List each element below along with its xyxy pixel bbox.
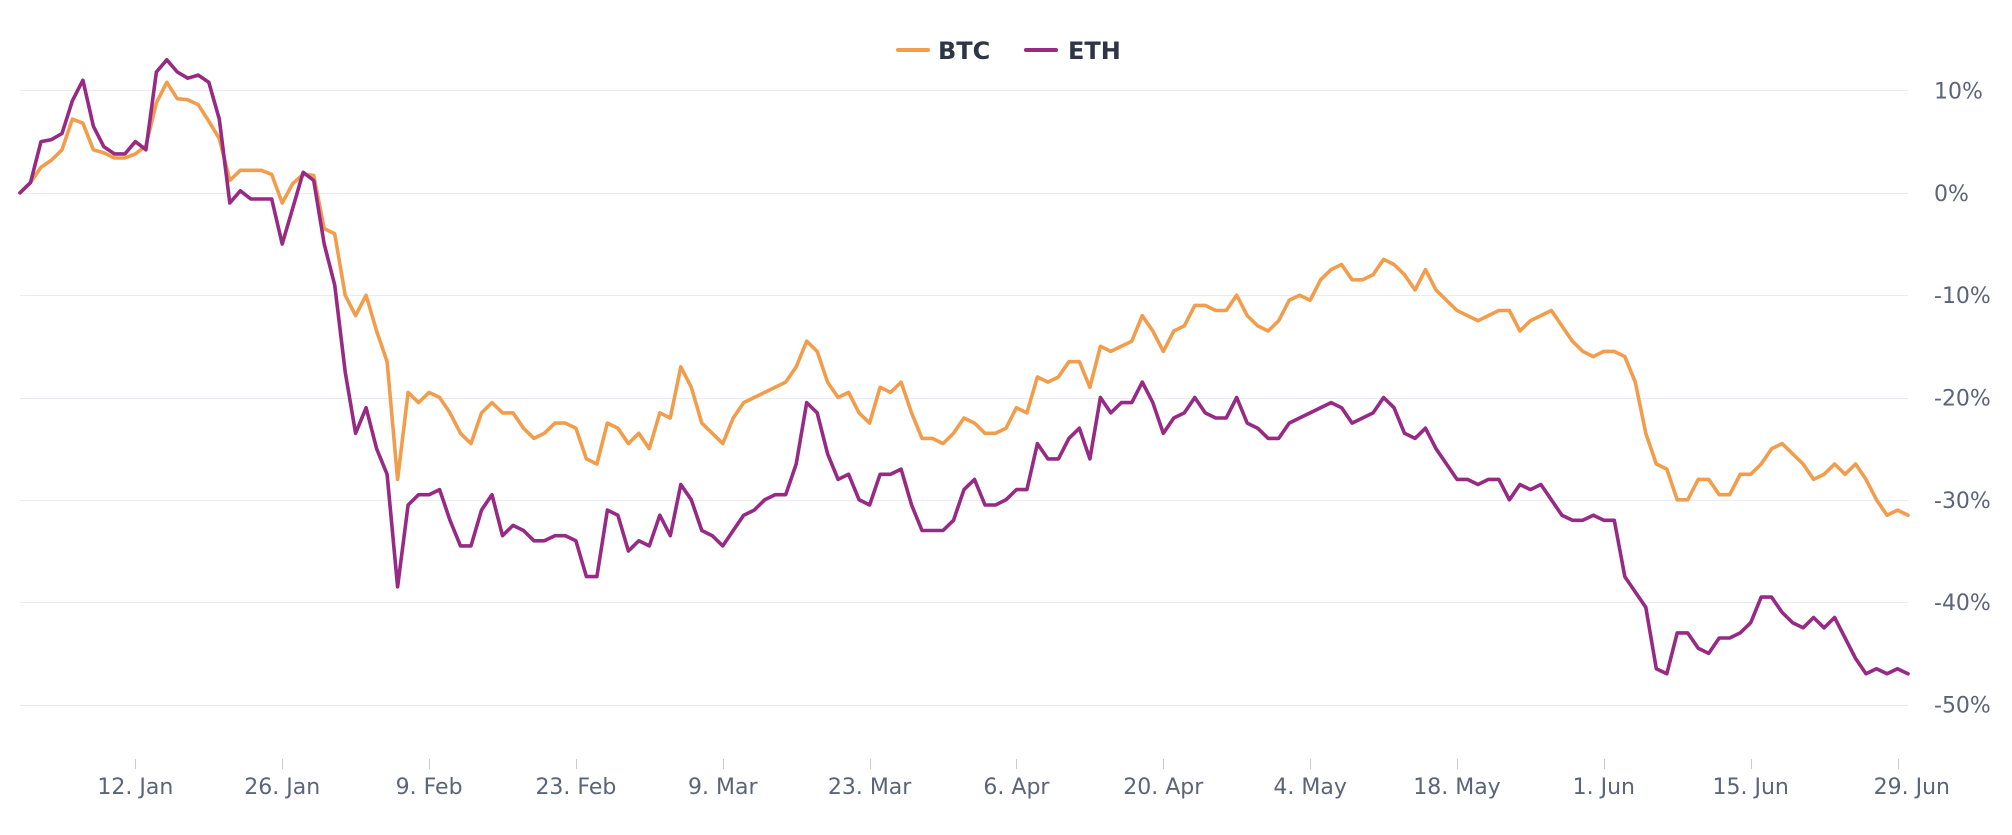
x-tick-label: 23. Mar xyxy=(828,775,912,800)
legend-item-eth[interactable]: ETH xyxy=(1024,37,1121,65)
x-tick-label: 20. Apr xyxy=(1123,775,1204,800)
x-tick-label: 6. Apr xyxy=(983,775,1050,800)
x-tick-label: 4. May xyxy=(1273,775,1346,800)
x-tick-label: 15. Jun xyxy=(1712,775,1788,800)
series-line-btc xyxy=(18,80,1910,517)
x-tick-label: 26. Jan xyxy=(244,775,320,800)
legend-label: BTC xyxy=(938,37,990,65)
x-tick-label: 23. Feb xyxy=(535,775,616,800)
legend[interactable]: BTC ETH xyxy=(896,37,1121,65)
gridlines xyxy=(20,90,1908,706)
y-axis-ticks: 10% 0% -10% -20% -30% -40% -50% xyxy=(1934,79,1991,718)
x-tick-label: 9. Mar xyxy=(688,775,758,800)
legend-label: ETH xyxy=(1068,37,1121,65)
legend-item-btc[interactable]: BTC xyxy=(896,37,990,65)
y-tick-label: -10% xyxy=(1934,284,1991,309)
x-tick-label: 29. Jun xyxy=(1874,775,1950,800)
y-tick-label: 0% xyxy=(1934,182,1969,207)
series-line-eth xyxy=(18,58,1910,676)
y-tick-label: -20% xyxy=(1934,387,1991,412)
series-lines xyxy=(18,58,1910,676)
x-axis-ticks: 12. Jan 26. Jan 9. Feb 23. Feb 9. Mar 23. Mar… xyxy=(97,759,1950,800)
x-tick-label: 12. Jan xyxy=(97,775,173,800)
y-tick-label: -30% xyxy=(1934,489,1991,514)
y-tick-label: 10% xyxy=(1934,79,1983,104)
y-tick-label: -40% xyxy=(1934,591,1991,616)
x-tick-label: 1. Jun xyxy=(1573,775,1635,800)
x-tick-label: 18. May xyxy=(1413,775,1500,800)
x-tick-label: 9. Feb xyxy=(396,775,463,800)
y-tick-label: -50% xyxy=(1934,694,1991,719)
